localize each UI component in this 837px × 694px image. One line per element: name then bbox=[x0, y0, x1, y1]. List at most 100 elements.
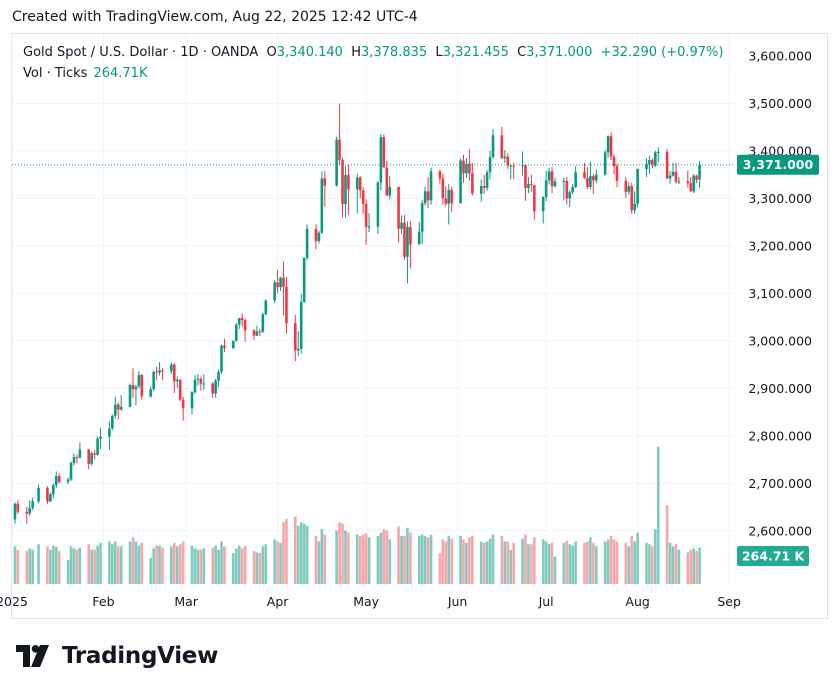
symbol-label[interactable]: Gold Spot / U.S. Dollar · 1D · OANDA bbox=[23, 45, 259, 60]
volume-bar bbox=[447, 535, 451, 584]
volume-bar bbox=[75, 549, 79, 584]
volume-bars bbox=[13, 446, 701, 584]
candle-body bbox=[90, 453, 93, 464]
change-value: +32.290 (+0.97%) bbox=[600, 45, 724, 60]
volume-bar bbox=[695, 551, 698, 584]
volume-bar bbox=[273, 539, 276, 584]
volume-bar bbox=[202, 548, 206, 584]
volume-bar bbox=[296, 525, 300, 584]
candle-body bbox=[397, 187, 400, 229]
candle-body bbox=[385, 167, 389, 196]
volume-bar bbox=[46, 546, 49, 584]
volume-bar bbox=[137, 545, 141, 584]
volume-bar bbox=[521, 538, 524, 584]
x-tick-label: Mar bbox=[174, 594, 198, 609]
candle-body bbox=[364, 204, 368, 227]
candle-body bbox=[358, 177, 362, 191]
candle-body bbox=[541, 196, 545, 212]
volume-bar bbox=[586, 541, 589, 584]
candle-body bbox=[447, 189, 451, 204]
volume-bar bbox=[299, 522, 303, 584]
low-label: L bbox=[435, 45, 443, 60]
volume-bar bbox=[31, 549, 34, 584]
y-tick-label: 3,600.000 bbox=[748, 48, 812, 63]
candle-body bbox=[317, 232, 321, 242]
candle-body bbox=[131, 385, 135, 390]
candle-body bbox=[367, 226, 371, 228]
volume-bar bbox=[636, 532, 639, 584]
y-tick-label: 2,800.000 bbox=[748, 428, 812, 443]
volume-bar bbox=[113, 541, 117, 584]
candle-body bbox=[530, 184, 533, 186]
candlesticks bbox=[13, 103, 701, 524]
volume-bar bbox=[397, 526, 400, 584]
volume-bar bbox=[149, 557, 152, 584]
volume-label[interactable]: Vol · Ticks bbox=[23, 66, 88, 81]
volume-bar bbox=[677, 549, 681, 584]
volume-bar bbox=[592, 542, 595, 584]
volume-bar bbox=[417, 535, 421, 584]
volume-bar bbox=[606, 539, 610, 584]
candle-body bbox=[116, 404, 120, 410]
candle-body bbox=[108, 428, 111, 437]
volume-bar bbox=[361, 534, 365, 584]
x-tick-label: May bbox=[353, 594, 379, 609]
candle-body bbox=[438, 171, 442, 179]
candle-body bbox=[57, 476, 61, 482]
candle-body bbox=[550, 171, 554, 187]
volume-bar bbox=[93, 549, 96, 584]
volume-bar bbox=[444, 541, 448, 584]
candle-body bbox=[409, 226, 412, 245]
volume-bar bbox=[686, 552, 690, 584]
close-value: 3,371.000 bbox=[526, 45, 593, 60]
volume-bar bbox=[500, 535, 504, 584]
candle-body bbox=[468, 163, 471, 174]
candle-body bbox=[305, 228, 309, 258]
candle-body bbox=[302, 257, 306, 302]
chart-caption: Created with TradingView.com, Aug 22, 20… bbox=[12, 9, 418, 25]
volume-bar bbox=[264, 544, 268, 584]
candle-body bbox=[273, 282, 276, 301]
candle-body bbox=[459, 160, 462, 204]
volume-bar bbox=[565, 540, 569, 584]
candle-body bbox=[193, 379, 197, 393]
volume-bar bbox=[119, 546, 123, 584]
candle-body bbox=[671, 171, 675, 176]
volume-bar bbox=[220, 541, 223, 584]
candle-body bbox=[264, 300, 268, 315]
candle-body bbox=[686, 181, 690, 184]
candle-body bbox=[296, 348, 300, 351]
volume-bar bbox=[367, 537, 371, 584]
volume-bar bbox=[553, 556, 557, 584]
candle-body bbox=[521, 165, 524, 167]
candle-body bbox=[465, 163, 468, 174]
candle-body bbox=[16, 503, 20, 512]
candle-body bbox=[485, 172, 489, 188]
tradingview-logo[interactable]: TradingView bbox=[16, 643, 218, 669]
volume-value: 264.71K bbox=[93, 66, 148, 81]
candle-body bbox=[403, 222, 406, 257]
candle-body bbox=[93, 453, 96, 455]
candle-body bbox=[338, 139, 341, 160]
candle-body bbox=[648, 159, 651, 164]
x-tick-label: Sep bbox=[717, 594, 741, 609]
volume-bar bbox=[217, 549, 220, 584]
candle-body bbox=[46, 488, 49, 502]
volume-bar bbox=[503, 541, 507, 584]
candle-body bbox=[586, 178, 589, 188]
candle-body bbox=[211, 383, 214, 394]
volume-bar bbox=[603, 541, 607, 584]
volume-bar bbox=[627, 546, 631, 584]
volume-bar bbox=[173, 542, 176, 584]
volume-bar bbox=[90, 549, 93, 584]
candle-body bbox=[134, 386, 138, 390]
close-label: C bbox=[517, 45, 527, 60]
candle-body bbox=[527, 184, 530, 188]
candle-body bbox=[441, 178, 445, 199]
volume-bar bbox=[302, 523, 306, 584]
volume-bar bbox=[547, 544, 551, 584]
candle-body bbox=[217, 371, 220, 381]
volume-bar bbox=[258, 553, 262, 584]
volume-bar bbox=[170, 546, 173, 584]
